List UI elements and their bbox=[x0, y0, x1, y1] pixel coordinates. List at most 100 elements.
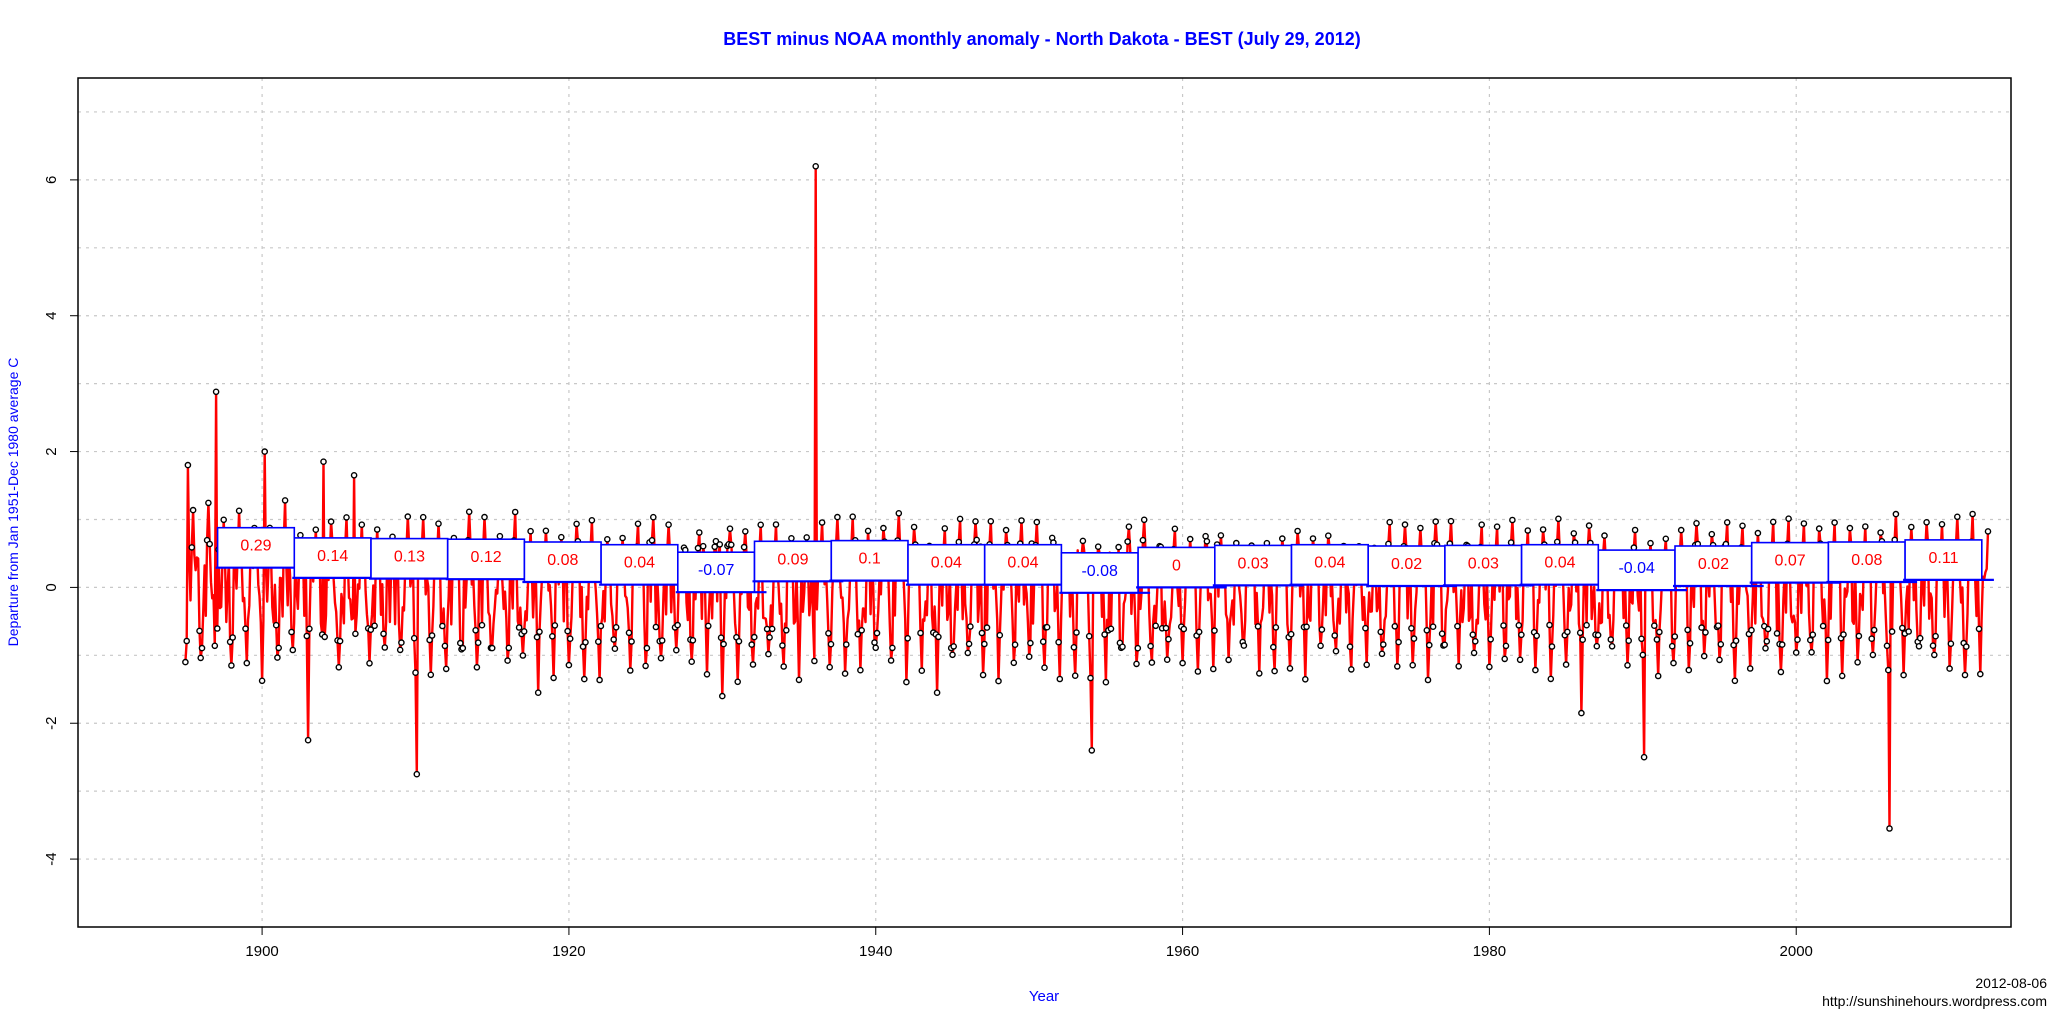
average-label: 0.02 bbox=[1391, 556, 1422, 573]
data-point bbox=[536, 628, 543, 636]
data-point bbox=[366, 660, 373, 667]
data-point bbox=[1524, 527, 1532, 534]
data-point bbox=[1217, 532, 1225, 539]
data-point bbox=[699, 542, 707, 550]
data-point bbox=[1472, 638, 1479, 645]
data-point bbox=[1653, 636, 1661, 643]
data-point bbox=[772, 521, 780, 528]
x-tick-label: 2000 bbox=[1780, 943, 1813, 960]
data-point bbox=[596, 676, 603, 684]
footer-date: 2012-08-06 bbox=[1975, 975, 2047, 991]
data-point bbox=[1908, 523, 1915, 531]
data-point bbox=[288, 628, 295, 636]
data-point bbox=[843, 641, 850, 648]
data-point bbox=[1651, 622, 1658, 630]
data-point bbox=[1594, 631, 1602, 639]
data-point bbox=[705, 622, 712, 630]
data-point bbox=[261, 448, 269, 455]
data-point bbox=[1401, 521, 1409, 528]
data-point bbox=[1840, 631, 1847, 638]
data-point bbox=[1441, 641, 1448, 649]
data-point bbox=[1469, 631, 1477, 639]
data-point bbox=[1380, 641, 1387, 648]
data-point bbox=[1593, 642, 1601, 650]
data-point bbox=[519, 652, 527, 659]
average-label: 0.09 bbox=[777, 551, 808, 568]
data-point bbox=[1800, 520, 1808, 527]
data-point bbox=[1378, 650, 1386, 658]
average-label: 0.14 bbox=[317, 548, 348, 565]
data-point bbox=[542, 527, 550, 535]
data-point bbox=[1576, 629, 1584, 637]
data-point bbox=[335, 664, 343, 671]
data-point bbox=[1447, 517, 1455, 525]
data-point bbox=[1564, 628, 1571, 636]
data-point bbox=[1286, 665, 1294, 672]
data-point bbox=[1929, 642, 1937, 650]
data-point bbox=[826, 663, 834, 671]
data-point bbox=[1256, 670, 1263, 677]
data-point bbox=[1056, 675, 1064, 683]
data-point bbox=[303, 632, 311, 640]
data-point bbox=[1272, 624, 1280, 631]
data-point bbox=[1002, 526, 1010, 534]
data-point bbox=[1677, 526, 1685, 534]
data-point bbox=[1279, 535, 1286, 542]
data-point bbox=[336, 637, 344, 645]
data-point bbox=[220, 516, 227, 524]
data-point bbox=[1807, 636, 1814, 644]
data-point bbox=[1555, 515, 1562, 523]
data-point bbox=[658, 637, 666, 644]
y-tick-label: -2 bbox=[43, 717, 60, 730]
data-point bbox=[566, 635, 574, 643]
data-point bbox=[573, 520, 580, 528]
data-point bbox=[520, 628, 528, 635]
data-point bbox=[1877, 529, 1884, 536]
data-point bbox=[228, 662, 235, 669]
data-point bbox=[304, 736, 312, 744]
data-point bbox=[627, 667, 634, 674]
data-point bbox=[1270, 643, 1277, 651]
data-point bbox=[1608, 643, 1616, 650]
data-point bbox=[1824, 636, 1832, 644]
data-point bbox=[343, 514, 350, 521]
data-point bbox=[1424, 676, 1432, 684]
data-point bbox=[419, 513, 427, 521]
data-point bbox=[352, 630, 359, 638]
data-point bbox=[665, 521, 672, 529]
footer-url: http://sunshinehours.wordpress.com bbox=[1822, 993, 2047, 1009]
data-point bbox=[472, 627, 479, 634]
data-point bbox=[751, 633, 758, 641]
data-point bbox=[872, 644, 880, 652]
data-point bbox=[1423, 627, 1431, 634]
data-point bbox=[511, 508, 519, 516]
data-point bbox=[1134, 644, 1142, 652]
data-point bbox=[1838, 672, 1846, 680]
average-label: 0.04 bbox=[1544, 555, 1575, 572]
data-point bbox=[1716, 656, 1723, 664]
data-point bbox=[1638, 635, 1645, 643]
average-box bbox=[907, 543, 986, 586]
data-point bbox=[367, 626, 375, 634]
plot-frame bbox=[77, 77, 2012, 928]
data-point bbox=[505, 644, 513, 652]
average-box bbox=[370, 537, 449, 580]
data-point bbox=[183, 637, 190, 645]
average-box bbox=[1674, 545, 1753, 587]
data-point bbox=[766, 634, 773, 641]
average-box bbox=[1214, 544, 1293, 587]
data-point bbox=[1417, 524, 1424, 532]
data-point bbox=[1509, 516, 1516, 524]
average-label: 0.04 bbox=[624, 555, 655, 572]
data-point bbox=[1773, 630, 1781, 637]
y-axis: -4 -2 0 2 4 6 bbox=[43, 176, 78, 866]
data-point bbox=[1309, 535, 1317, 542]
data-point bbox=[229, 634, 236, 641]
series-stems bbox=[184, 165, 1990, 830]
data-point bbox=[428, 632, 436, 639]
data-point bbox=[197, 654, 204, 662]
data-point bbox=[1731, 677, 1739, 685]
data-point bbox=[373, 526, 381, 533]
data-point bbox=[358, 521, 366, 529]
data-point bbox=[1502, 642, 1510, 650]
